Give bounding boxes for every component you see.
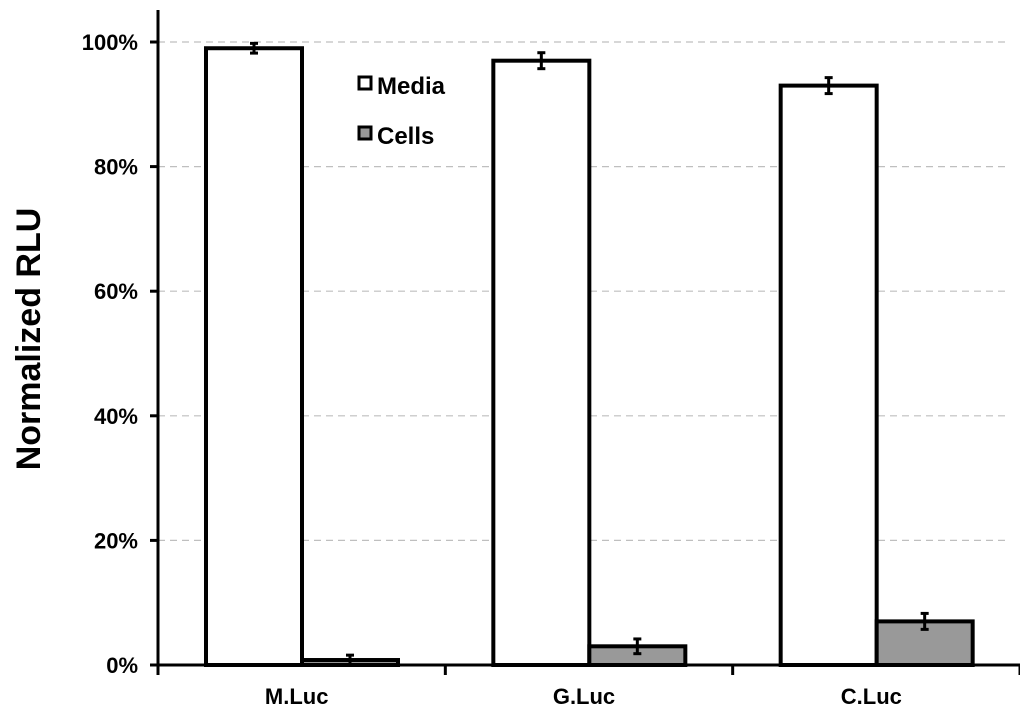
legend-swatch-cells — [357, 125, 373, 141]
y-tick-label: 60% — [94, 279, 138, 304]
legend-swatch-media — [357, 75, 373, 91]
bar-media-c.luc — [778, 83, 879, 668]
x-tick-labels: M.Luc G.Luc C.Luc — [265, 684, 902, 709]
x-tick-label: C.Luc — [841, 684, 902, 709]
y-tick-label: 20% — [94, 528, 138, 553]
y-tick-label: 40% — [94, 404, 138, 429]
bar-media-g.luc — [491, 58, 592, 667]
y-tick-label: 80% — [94, 155, 138, 180]
y-axis-label: Normalized RLU — [10, 208, 48, 471]
x-tick-label: G.Luc — [553, 684, 615, 709]
y-tick-labels: 0% 20% 40% 60% 80% 100% — [82, 30, 138, 678]
x-tick-label: M.Luc — [265, 684, 329, 709]
y-tick-label: 100% — [82, 30, 138, 55]
bar-media-m.luc — [204, 46, 304, 668]
axes — [150, 10, 1020, 675]
legend-label-cells: Cells — [377, 123, 434, 150]
bars — [204, 41, 975, 668]
legend-label-media: Media — [377, 73, 446, 100]
y-tick-label: 0% — [106, 653, 138, 678]
legend: Media Cells — [357, 73, 446, 150]
